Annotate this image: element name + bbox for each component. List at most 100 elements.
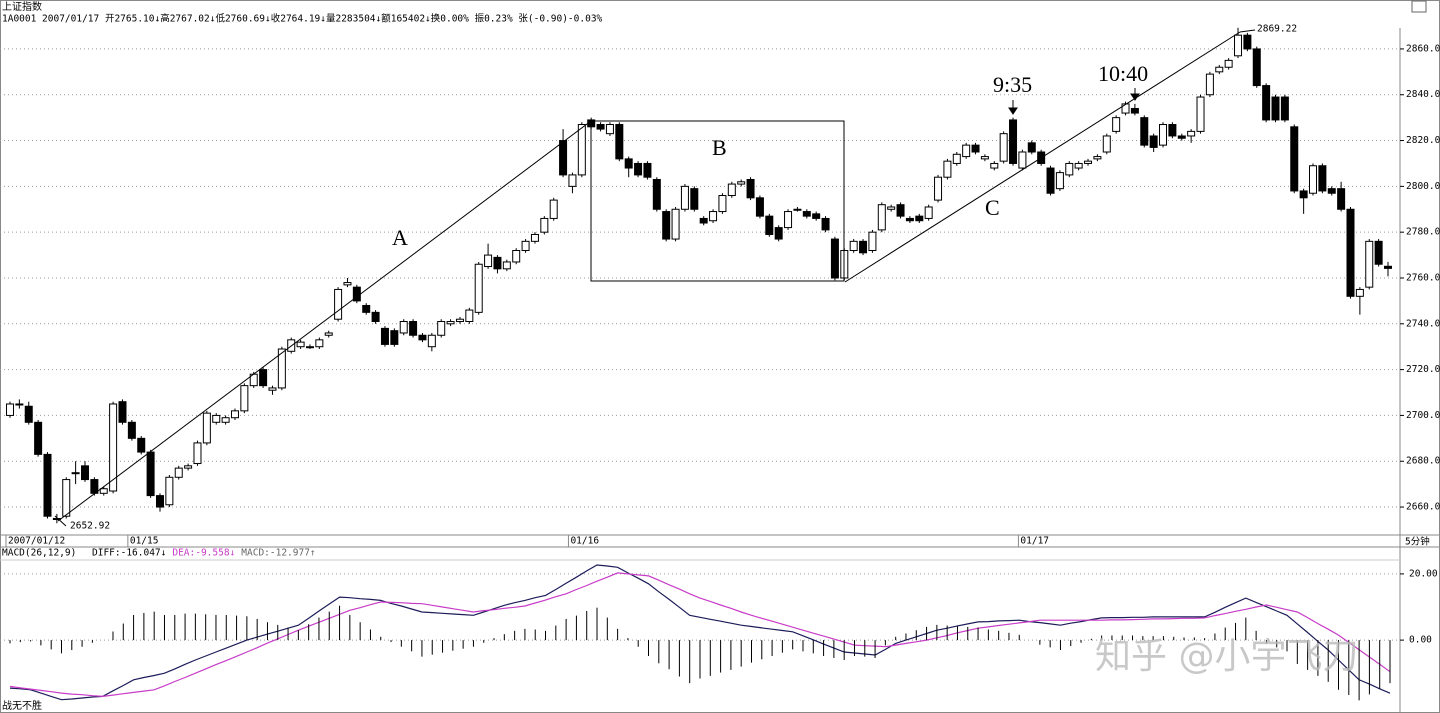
candle-body bbox=[371, 311, 380, 323]
candle-body bbox=[221, 417, 230, 423]
footer-note: 战无不胜 bbox=[2, 700, 42, 712]
candle-body bbox=[577, 124, 586, 176]
candle-body bbox=[1252, 48, 1261, 87]
legend-entry: DEA:-9.558↓ bbox=[172, 548, 235, 559]
legend-entry: DIFF:-16.047↓ bbox=[92, 548, 166, 559]
candle-body bbox=[193, 442, 202, 465]
candle-body bbox=[868, 231, 877, 252]
candle-body bbox=[662, 211, 671, 240]
candle-body bbox=[1243, 34, 1252, 50]
candle-body bbox=[1224, 59, 1233, 68]
low-leader bbox=[54, 515, 67, 527]
candle-body bbox=[718, 195, 727, 213]
candle-body bbox=[924, 206, 933, 219]
x-tick-label: 01/15 bbox=[130, 536, 159, 547]
candle-body bbox=[802, 211, 811, 217]
candle-body bbox=[409, 321, 418, 336]
candle-body bbox=[1121, 103, 1130, 114]
candle-body bbox=[334, 288, 343, 320]
y-tick-label: 2680.00 bbox=[1406, 456, 1440, 467]
candle-body bbox=[896, 204, 905, 217]
candle-body bbox=[1140, 117, 1149, 146]
candle-body bbox=[1055, 172, 1064, 190]
candle-body bbox=[596, 124, 605, 130]
candle-body bbox=[212, 414, 221, 423]
candle-body bbox=[1299, 190, 1308, 199]
period-label: 5分钟 bbox=[1405, 536, 1430, 548]
candle-body bbox=[315, 339, 324, 348]
candle-body bbox=[230, 410, 239, 419]
label-b: B bbox=[712, 135, 727, 160]
low-price-label: 2652.92 bbox=[70, 521, 110, 532]
candle-body bbox=[634, 162, 643, 176]
candle-body bbox=[1149, 135, 1158, 148]
window-icon[interactable] bbox=[1411, 0, 1427, 13]
candle-body bbox=[699, 217, 708, 224]
macd-line bbox=[9, 564, 1391, 701]
y-tick-label: 2760.00 bbox=[1406, 272, 1440, 283]
candle-body bbox=[1271, 96, 1280, 121]
candle-body bbox=[502, 261, 511, 270]
candle-body bbox=[830, 238, 839, 279]
quote-info: 1A0001 2007/01/17 开2765.10↓高2767.02↓低276… bbox=[2, 13, 603, 25]
y-tick-label: 0.00 bbox=[1409, 635, 1432, 646]
candle-body bbox=[1009, 119, 1018, 164]
candle-body bbox=[34, 421, 43, 455]
candle-body bbox=[1262, 85, 1271, 121]
candle-body bbox=[474, 263, 483, 313]
candle-body bbox=[493, 256, 502, 270]
candle-body bbox=[980, 156, 989, 160]
candle-body bbox=[540, 217, 549, 233]
candle-body bbox=[727, 183, 736, 197]
y-tick-label: 2800.00 bbox=[1406, 181, 1440, 192]
x-tick-label: 01/17 bbox=[1020, 536, 1049, 547]
candle-body bbox=[1093, 156, 1102, 160]
candle-body bbox=[1318, 165, 1327, 192]
candle-body bbox=[680, 185, 689, 210]
y-tick-label: 2820.00 bbox=[1406, 135, 1440, 146]
candle-body bbox=[6, 403, 14, 416]
candle-body bbox=[109, 403, 118, 492]
y-tick-label: 2780.00 bbox=[1406, 227, 1440, 238]
candle-body bbox=[990, 162, 999, 169]
candle-body bbox=[1290, 126, 1299, 192]
candle-body bbox=[362, 304, 371, 313]
candle-body bbox=[849, 240, 858, 252]
macd-line bbox=[9, 572, 1391, 698]
candle-body bbox=[324, 332, 333, 336]
y-tick-label: 2700.00 bbox=[1406, 410, 1440, 421]
candle-body bbox=[174, 467, 183, 478]
candle-body bbox=[1365, 240, 1374, 288]
candle-body bbox=[746, 178, 755, 199]
candle-body bbox=[155, 495, 164, 508]
candle-body bbox=[146, 451, 155, 497]
arrowhead-935 bbox=[1008, 107, 1018, 115]
candle-body bbox=[1084, 160, 1093, 164]
y-tick-label: 2840.00 bbox=[1406, 89, 1440, 100]
candle-body bbox=[1177, 135, 1186, 139]
y-tick-label: 2660.00 bbox=[1406, 502, 1440, 513]
macd-title: MACD(26,12,9) bbox=[2, 548, 76, 559]
candle-body bbox=[390, 330, 399, 345]
candle-body bbox=[437, 321, 446, 336]
candle-body bbox=[1234, 34, 1243, 57]
candle-body bbox=[530, 233, 539, 242]
price-panel: 2660.00 2680.00 2700.00 2720.00 2740.00 2760.… bbox=[0, 27, 1440, 547]
candle-body bbox=[80, 465, 89, 481]
candle-body bbox=[1187, 130, 1196, 137]
candle-body bbox=[24, 405, 33, 423]
candle-body bbox=[1374, 240, 1383, 265]
candle-body bbox=[268, 387, 277, 391]
candle-body bbox=[127, 421, 136, 439]
candle-body bbox=[1065, 162, 1074, 176]
candle-body bbox=[99, 488, 108, 494]
candle-body bbox=[118, 401, 127, 423]
candle-body bbox=[709, 211, 718, 222]
y-tick-label: 20.00 bbox=[1409, 568, 1438, 579]
candle-body bbox=[877, 204, 886, 231]
x-tick-label: 2007/01/12 bbox=[8, 536, 65, 547]
candle-body bbox=[962, 144, 971, 158]
y-tick-label: 2860.00 bbox=[1406, 43, 1440, 54]
